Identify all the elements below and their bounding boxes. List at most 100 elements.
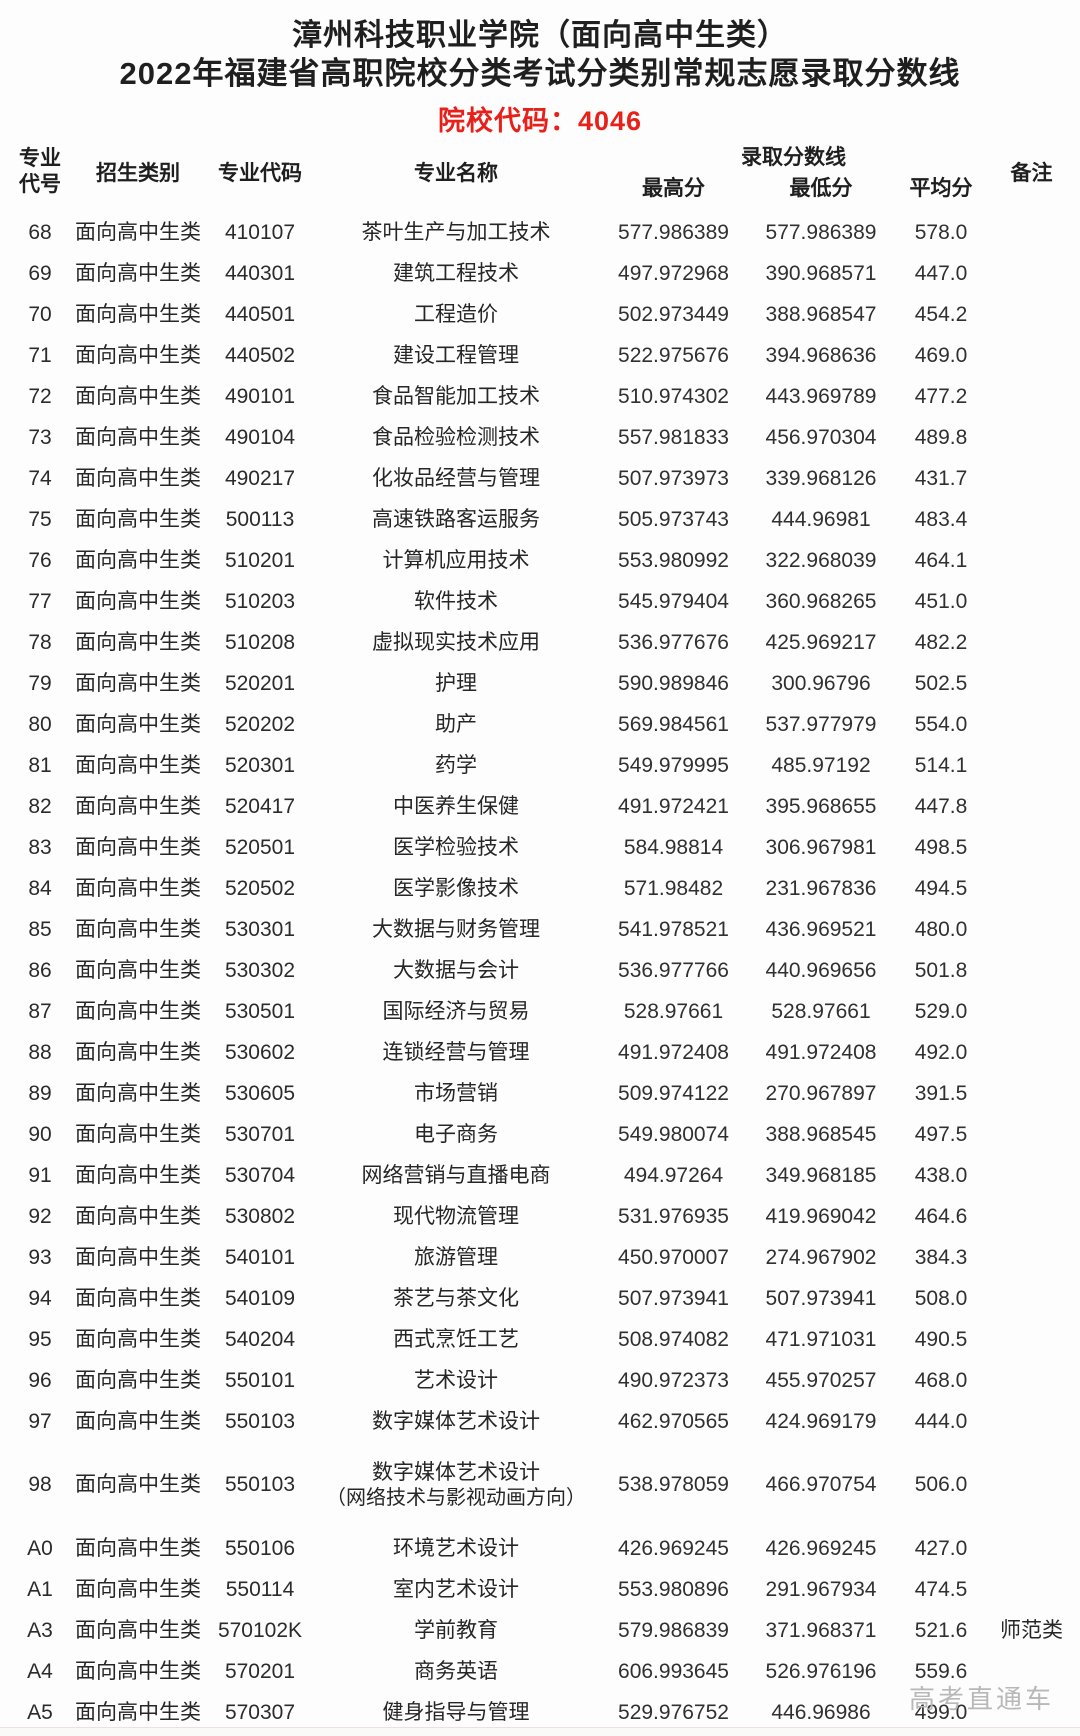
cell-avg-score: 506.0 — [914, 1473, 968, 1497]
cell-category: 面向高中生类 — [75, 1368, 201, 1392]
cell-min-score: 306.967981 — [765, 835, 877, 859]
cell-min-score: 507.973941 — [765, 1286, 877, 1310]
table-row: 80 面向高中生类 520202 助产 569.984561 537.977979 554.… — [8, 704, 1072, 745]
cell-major-no: 86 — [28, 958, 52, 982]
cell-max-score: 538.978059 — [618, 1473, 729, 1497]
cell-min-score: 394.968636 — [765, 343, 877, 367]
cell-avg-score: 482.2 — [914, 630, 968, 654]
cell-max-score: 549.980074 — [618, 1122, 729, 1146]
table-row: 68 面向高中生类 410107 茶叶生产与加工技术 577.986389 577.986… — [8, 212, 1072, 253]
cell-min-score: 419.969042 — [765, 1204, 877, 1228]
cell-major-no: 74 — [28, 466, 52, 490]
cell-avg-score: 494.5 — [914, 876, 968, 900]
cell-remark: 师范类 — [1000, 1618, 1063, 1642]
table-row: A0 面向高中生类 550106 环境艺术设计 426.969245 426.969245… — [8, 1528, 1072, 1569]
table-row: 92 面向高中生类 530802 现代物流管理 531.976935 419.969042… — [8, 1196, 1072, 1237]
cell-category: 面向高中生类 — [75, 671, 201, 695]
cell-category: 面向高中生类 — [75, 589, 201, 613]
cell-min-score: 274.967902 — [765, 1245, 877, 1269]
cell-avg-score: 438.0 — [914, 1163, 968, 1187]
cell-category: 面向高中生类 — [75, 302, 201, 326]
cell-major-name: 虚拟现实技术应用 — [372, 630, 540, 654]
cell-major-code: 520301 — [224, 753, 296, 777]
table-body: 68 面向高中生类 410107 茶叶生产与加工技术 577.986389 577.986… — [8, 212, 1072, 1733]
cell-category: 面向高中生类 — [75, 753, 201, 777]
cell-max-score: 426.969245 — [618, 1536, 729, 1560]
cell-major-name: 中医养生保健 — [393, 794, 519, 818]
table-row: 83 面向高中生类 520501 医学检验技术 584.98814 306.967981 4… — [8, 827, 1072, 868]
cell-major-no: 94 — [28, 1286, 52, 1310]
cell-major-code: 520202 — [224, 712, 296, 736]
cell-min-score: 440.969656 — [765, 958, 877, 982]
cell-major-code: 570307 — [224, 1700, 296, 1724]
table-row: 69 面向高中生类 440301 建筑工程技术 497.972968 390.968571… — [8, 253, 1072, 294]
cell-min-score: 388.968545 — [765, 1122, 877, 1146]
table-row: 70 面向高中生类 440501 工程造价 502.973449 388.968547 45… — [8, 294, 1072, 335]
cell-major-code: 570102K — [217, 1618, 303, 1642]
cell-major-code: 530301 — [224, 917, 296, 941]
cell-max-score: 541.978521 — [618, 917, 729, 941]
table-row: 71 面向高中生类 440502 建设工程管理 522.975676 394.968636… — [8, 335, 1072, 376]
cell-major-no: 73 — [28, 425, 52, 449]
cell-avg-score: 492.0 — [914, 1040, 968, 1064]
cell-min-score: 456.970304 — [765, 425, 877, 449]
cell-category: 面向高中生类 — [75, 835, 201, 859]
cell-avg-score: 447.0 — [914, 261, 968, 285]
cell-major-code: 510201 — [224, 548, 296, 572]
cell-min-score: 270.967897 — [765, 1081, 877, 1105]
cell-min-score: 466.970754 — [765, 1473, 877, 1497]
cell-major-code: 520417 — [224, 794, 296, 818]
cell-major-no: 80 — [28, 712, 52, 736]
table-row: 84 面向高中生类 520502 医学影像技术 571.98482 231.967836 4… — [8, 868, 1072, 909]
cell-major-no: 68 — [28, 220, 52, 244]
cell-min-score: 426.969245 — [765, 1536, 877, 1560]
cell-max-score: 557.981833 — [618, 425, 729, 449]
cell-avg-score: 499.0 — [914, 1700, 968, 1724]
cell-min-score: 526.976196 — [765, 1659, 877, 1683]
cell-max-score: 553.980992 — [618, 548, 729, 572]
cell-major-no: 84 — [28, 876, 52, 900]
cell-max-score: 606.993645 — [618, 1659, 729, 1683]
cell-major-name: 电子商务 — [414, 1122, 498, 1146]
cell-avg-score: 498.5 — [914, 835, 968, 859]
cell-avg-score: 427.0 — [914, 1536, 968, 1560]
cell-avg-score: 502.5 — [914, 671, 968, 695]
cell-major-name: 艺术设计 — [414, 1368, 498, 1392]
col-header-major-name: 专业名称 — [414, 162, 498, 185]
cell-major-no: 85 — [28, 917, 52, 941]
cell-major-no: 89 — [28, 1081, 52, 1105]
cell-max-score: 507.973973 — [618, 466, 729, 490]
page-title-line2: 2022年福建省高职院校分类考试分类别常规志愿录取分数线 — [119, 56, 961, 91]
cell-major-no: 71 — [28, 343, 52, 367]
cell-major-code: 550101 — [224, 1368, 296, 1392]
cell-major-name: 环境艺术设计 — [393, 1536, 519, 1560]
cell-major-no: 93 — [28, 1245, 52, 1269]
cell-major-name: 现代物流管理 — [393, 1204, 519, 1228]
bottom-edge-strip — [0, 1727, 1080, 1736]
cell-major-code: 530704 — [224, 1163, 296, 1187]
cell-major-name: 市场营销 — [414, 1081, 498, 1105]
cell-major-name: 西式烹饪工艺 — [393, 1327, 519, 1351]
cell-max-score: 549.979995 — [618, 753, 729, 777]
table-row: 76 面向高中生类 510201 计算机应用技术 553.980992 322.96803… — [8, 540, 1072, 581]
cell-min-score: 360.968265 — [765, 589, 877, 613]
cell-avg-score: 501.8 — [914, 958, 968, 982]
cell-major-code: 540109 — [224, 1286, 296, 1310]
cell-major-no: 96 — [28, 1368, 52, 1392]
cell-avg-score: 464.1 — [914, 548, 968, 572]
cell-major-code: 530302 — [224, 958, 296, 982]
cell-avg-score: 508.0 — [914, 1286, 968, 1310]
col-header-score-group: 录取分数线 — [741, 146, 846, 169]
cell-max-score: 531.976935 — [618, 1204, 729, 1228]
cell-category: 面向高中生类 — [75, 1204, 201, 1228]
cell-category: 面向高中生类 — [75, 1659, 201, 1683]
cell-major-no: 87 — [28, 999, 52, 1023]
cell-major-name: 食品检验检测技术 — [372, 425, 540, 449]
cell-category: 面向高中生类 — [75, 507, 201, 531]
col-header-min-score: 最低分 — [789, 177, 853, 200]
table-row: 82 面向高中生类 520417 中医养生保健 491.972421 395.968655… — [8, 786, 1072, 827]
table-row: 72 面向高中生类 490101 食品智能加工技术 510.974302 443.9697… — [8, 376, 1072, 417]
cell-category: 面向高中生类 — [75, 1245, 201, 1269]
cell-avg-score: 497.5 — [914, 1122, 968, 1146]
